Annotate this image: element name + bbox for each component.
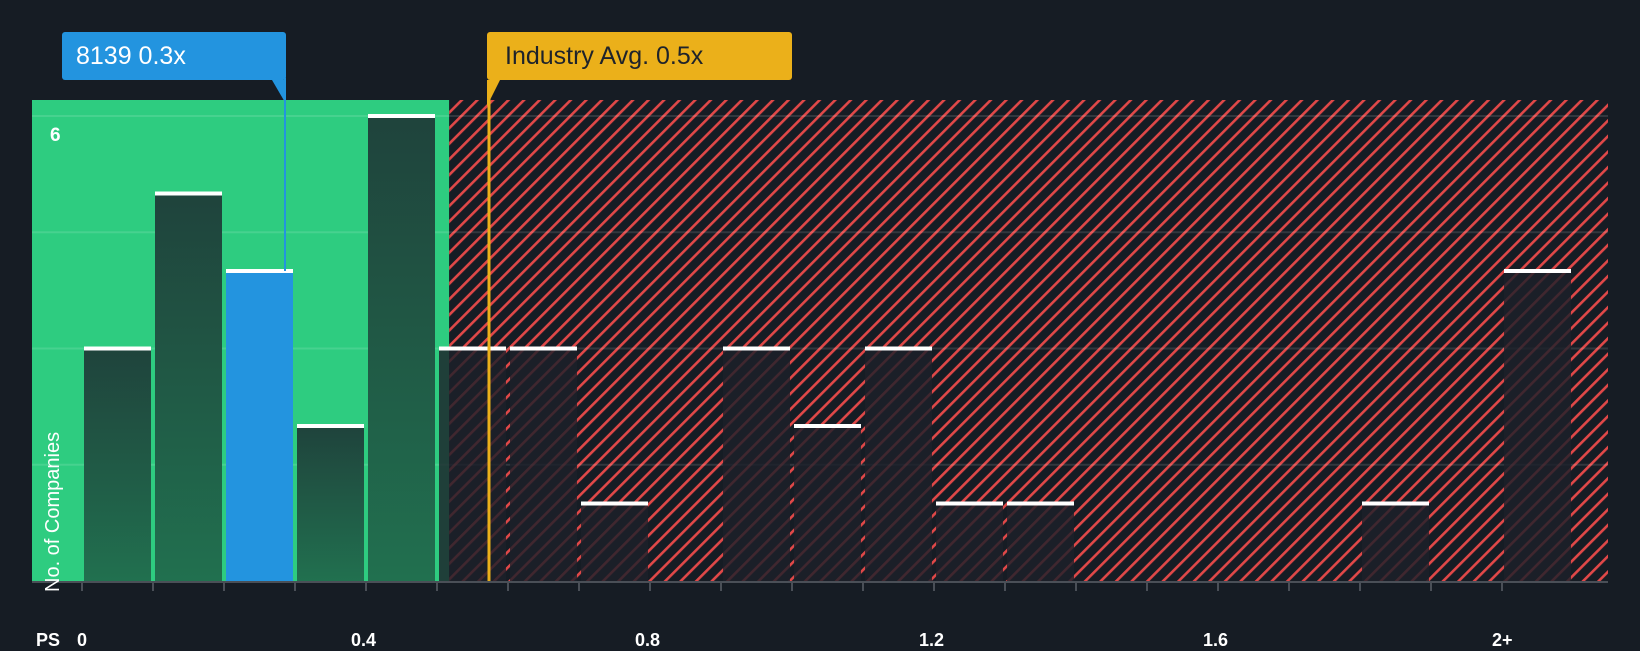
bar-top-marker: [936, 501, 1003, 506]
bar-top-marker: [794, 424, 861, 428]
bar-top-marker: [84, 346, 151, 351]
overvalued-region: [449, 100, 1609, 581]
bar-top-marker: [1504, 269, 1571, 273]
x-axis-prefix: PS: [36, 630, 61, 650]
bar-top-marker: [510, 346, 577, 351]
histogram-bar: [865, 348, 932, 581]
bar-top-marker: [368, 114, 435, 118]
y-axis-label: No. of Companies: [42, 431, 64, 592]
company-ps-callout: 8139 0.3x: [62, 32, 286, 80]
industry-callout-pointer: [487, 80, 500, 106]
histogram-bar: [439, 348, 506, 581]
histogram-bar: [510, 348, 577, 581]
bar-top-marker: [297, 424, 364, 428]
company-callout-pointer: [272, 80, 286, 104]
bar-top-marker: [865, 346, 932, 351]
histogram-bar: [1362, 503, 1429, 581]
company-bar: [226, 271, 293, 581]
bar-top-marker: [155, 191, 222, 196]
x-tick-label: 2+: [1492, 630, 1513, 650]
histogram-bar: [794, 426, 861, 581]
y-top-tick-label: 6: [50, 125, 61, 146]
x-tick-label: 1.6: [1203, 630, 1229, 650]
histogram-bar: [581, 503, 648, 581]
bar-top-marker: [1007, 501, 1074, 506]
bar-top-marker: [1362, 501, 1429, 506]
bar-top-marker: [439, 346, 506, 351]
industry-average-callout: Industry Avg. 0.5x: [487, 32, 792, 80]
histogram-bar: [936, 503, 1003, 581]
histogram-bar: [155, 193, 222, 581]
x-tick-label: 0.8: [635, 630, 661, 650]
x-tick-label: 1.2: [919, 630, 945, 650]
histogram-bar: [368, 116, 435, 581]
bar-top-marker: [581, 501, 648, 506]
histogram-bar: [297, 426, 364, 581]
x-tick-label: 0: [77, 630, 88, 650]
bar-top-marker: [226, 269, 293, 273]
histogram-bar: [723, 348, 790, 581]
x-tick-label: 0.4: [351, 630, 377, 650]
histogram-bar: [84, 348, 151, 581]
bar-top-marker: [723, 346, 790, 351]
histogram-bar: [1007, 503, 1074, 581]
histogram-bar: [1504, 271, 1571, 581]
